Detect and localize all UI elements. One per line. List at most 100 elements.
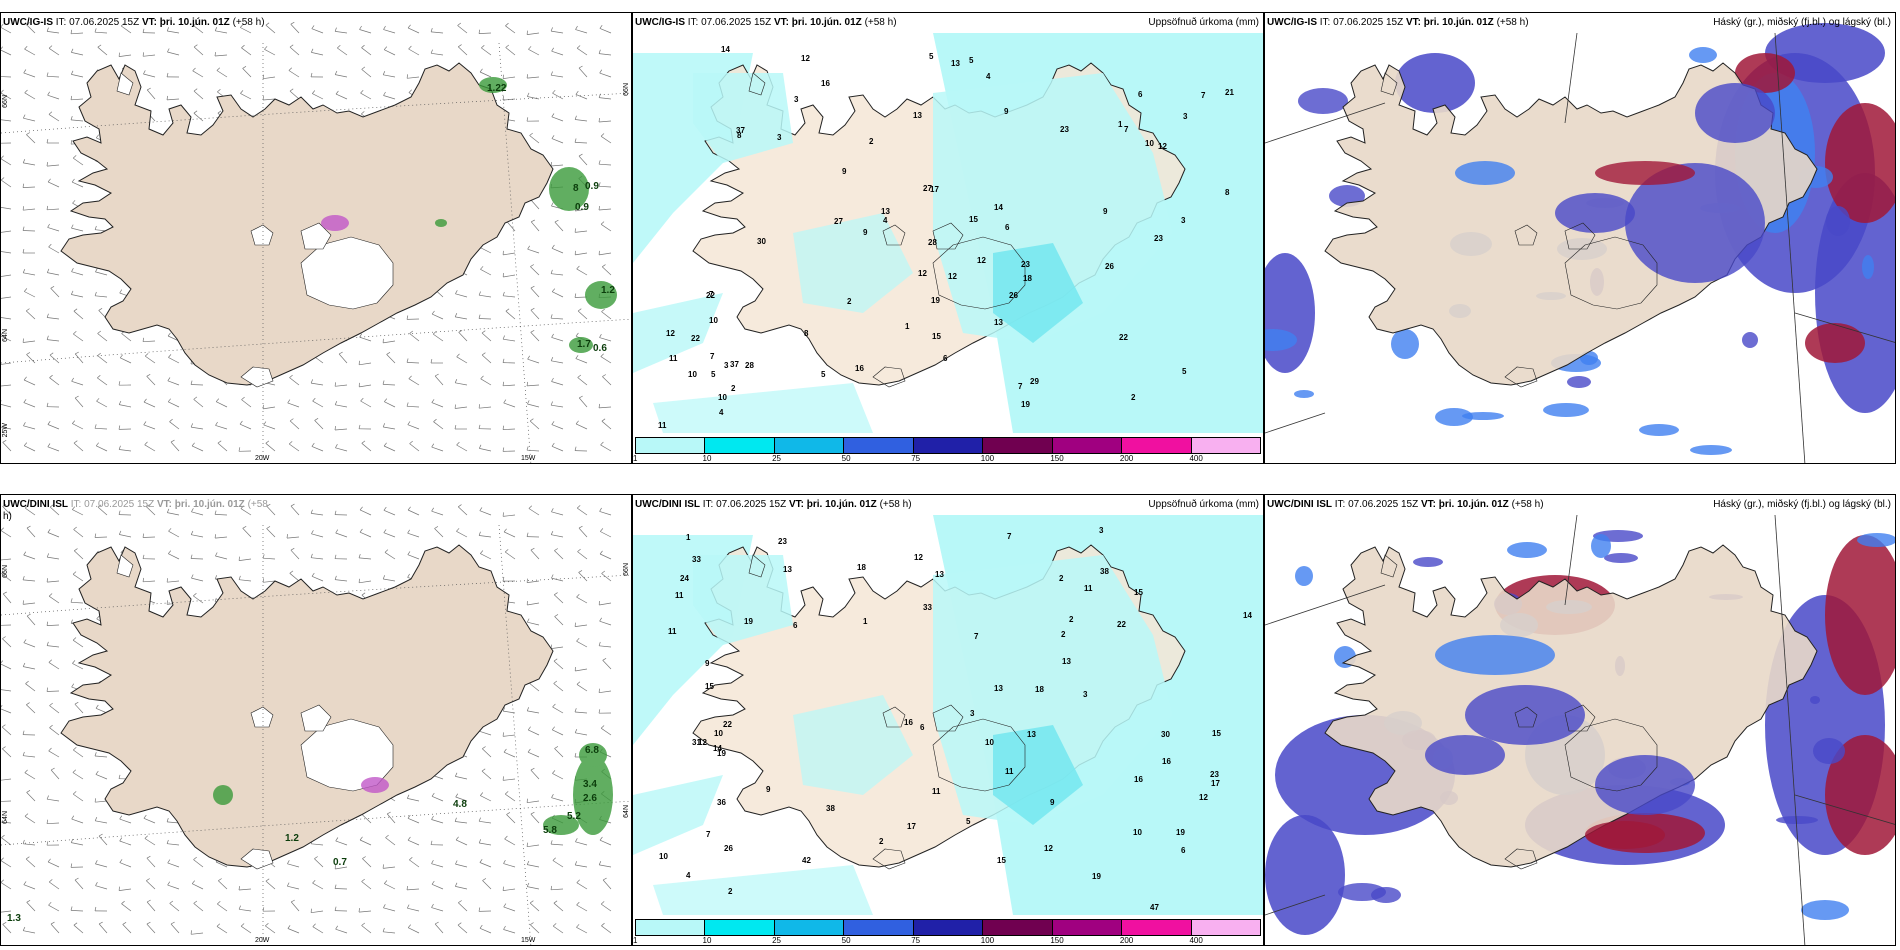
precip-value: 4 [883,216,888,225]
precip-value: 47 [1150,903,1159,912]
wind-barb [553,683,564,692]
wind-barb-flag [383,904,386,908]
glacier-outline [116,554,134,578]
wind-barb-flag [24,288,28,292]
wind-barb-flag [383,91,386,96]
wind-barb-flag [334,554,337,559]
wind-barb [576,507,588,516]
wind-barb-flag [579,395,583,399]
precip-value: 19 [744,617,753,626]
wind-barb [1,404,12,408]
precip-area [653,865,873,915]
wind-barb-flag [314,856,318,859]
wind-barb [551,247,564,254]
wind-barb [504,838,516,846]
wind-barb [71,380,84,386]
wind-barb [287,885,300,890]
wind-barb [1,179,12,188]
lat-label-25w: 25W [2,423,9,438]
wind-barb [359,839,372,846]
wind-barb-flag [70,290,74,295]
wind-barb [457,46,468,56]
wind-barb-flag [598,709,601,714]
wind-barb-flag [46,27,49,32]
wind-barb-flag [287,925,291,929]
wind-barb-flag [407,836,411,841]
wind-barb [458,902,468,912]
wind-barb-flag [598,49,601,54]
wind-barb-flag [361,44,365,48]
wind-barb-flag [526,882,530,887]
wind-barb [551,138,564,144]
wind-barb [240,27,252,34]
panel-bottom-right: UWC/DINI ISL IT: 07.06.2025 15Z VT: þri.… [1264,494,1896,946]
wind-barb-flag [70,838,74,843]
wind-barb-flag [242,66,247,69]
wind-barb-flag [287,399,291,404]
wind-barb [311,557,324,560]
wind-barb [47,861,60,868]
wind-barb [551,797,564,802]
wind-barb-flag [1,527,5,531]
wind-barb-flag [600,133,605,137]
precip-value: 4 [986,72,991,81]
wind-barb [167,30,180,34]
wind-barb [47,556,60,560]
wind-barb-flag [334,884,337,889]
precip-value: 13 [994,318,1003,327]
wind-barb [599,620,612,626]
wind-barb-flag [119,289,123,294]
wind-barb [407,798,420,802]
wind-barb-flag [458,329,463,333]
glacier-outline [1514,224,1538,246]
wind-barb [529,683,540,692]
wind-barb-flag [455,836,459,841]
wind-barb-flag [526,446,529,451]
wind-barb [122,924,132,934]
wind-barb [383,907,396,912]
wind-barb [2,748,12,758]
wind-barb [551,424,564,430]
precip-value: 18 [857,563,866,572]
colorbar-tick: 10 [702,936,712,945]
wind-barb [334,888,348,890]
wind-barb [552,860,564,868]
wind-barb-flag [119,815,123,820]
wind-barb-flag [22,575,25,581]
wind-barb-flag [46,72,49,77]
precip-value: 13 [881,207,890,216]
wind-barb-flag [1,660,4,664]
wind-barb [598,208,612,211]
wind-barb [502,428,516,430]
glacier-outline [116,72,134,96]
wind-barb [383,866,396,869]
cloud-patch [1294,390,1314,398]
wind-barb [1,426,12,430]
wind-barb-flag [118,774,121,779]
wind-barb [167,51,180,56]
wind-barb-flag [1,46,3,50]
wind-barb [217,903,228,912]
wind-barb [49,727,60,736]
wind-barb [119,534,132,538]
glaciers [748,72,1026,388]
precip-value: 28 [745,361,754,370]
wind-barb-flag [94,798,96,803]
wind-barb [95,271,108,276]
precip-area [633,775,723,855]
wind-barb-flag [577,548,581,552]
wind-barb-flag [480,375,484,380]
wind-barb [527,403,540,408]
wind-barb [601,311,612,320]
wind-barb-flag [240,505,244,509]
wind-barb-flag [383,46,388,50]
colorbar-cell [913,920,984,935]
domain-edge [1265,584,1386,626]
wind-barb-flag [286,882,290,887]
wind-barb-flag [22,839,25,844]
wind-barb [97,506,108,516]
wind-barb [577,551,588,560]
wind-barb [599,839,612,846]
wind-barb [48,595,60,604]
wind-barb-flag [23,442,28,446]
